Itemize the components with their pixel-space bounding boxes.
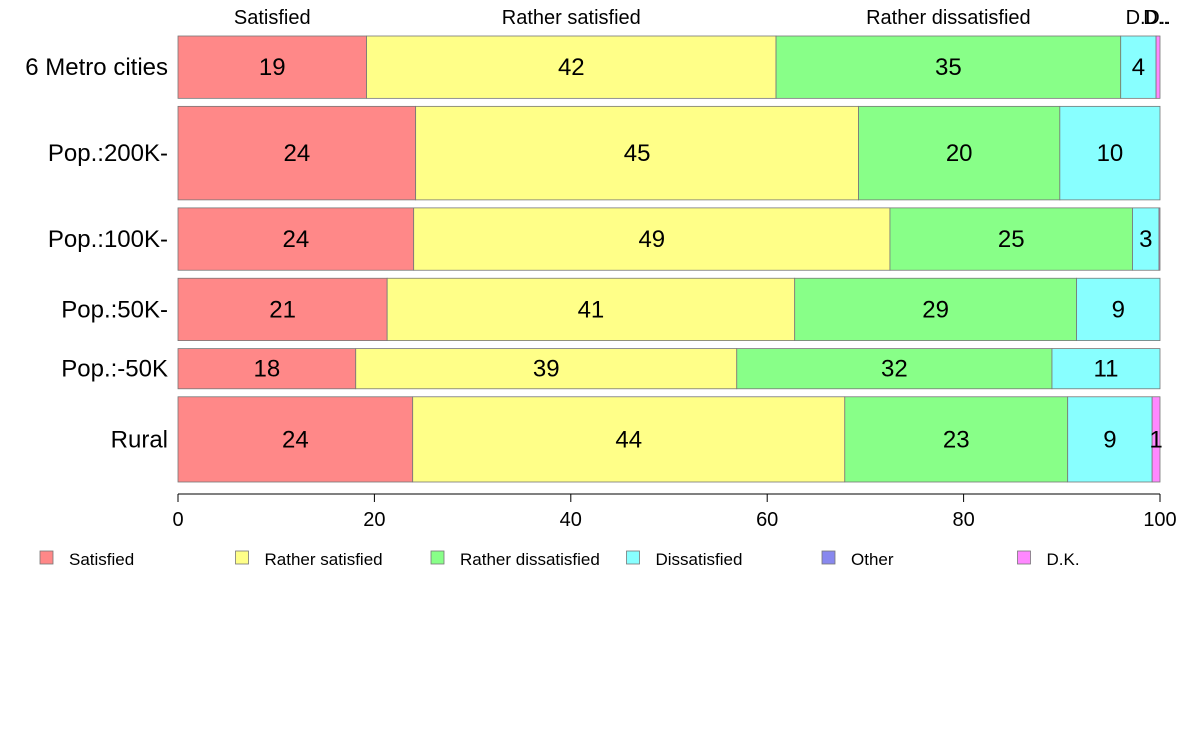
x-tick-label: 80 bbox=[952, 509, 974, 531]
data-label: 9 bbox=[1112, 296, 1125, 323]
bar-segment bbox=[1067, 396, 1153, 483]
bar-segment bbox=[889, 207, 1133, 271]
data-label: 24 bbox=[282, 226, 309, 253]
legend-swatch bbox=[1017, 550, 1031, 565]
legend-label: Dissatisfied bbox=[656, 550, 743, 569]
data-label: 3 bbox=[1139, 226, 1152, 253]
x-tick-label: 100 bbox=[1143, 509, 1176, 531]
data-label: 10 bbox=[1097, 140, 1124, 167]
y-tick-label: Pop.:-50K bbox=[61, 356, 168, 383]
legend-swatch bbox=[430, 550, 445, 565]
data-label: 20 bbox=[946, 140, 973, 167]
bar-segment bbox=[177, 348, 357, 390]
y-tick-label: Pop.:50K- bbox=[61, 296, 168, 323]
bar-segment bbox=[177, 207, 415, 271]
data-label: 4 bbox=[1132, 54, 1145, 81]
legend-label: Rather dissatisfied bbox=[460, 550, 600, 569]
data-label: 41 bbox=[578, 296, 605, 323]
data-label: 19 bbox=[259, 54, 286, 81]
x-tick-label: 20 bbox=[363, 509, 385, 531]
bar-segment bbox=[1151, 396, 1161, 483]
legend-swatch bbox=[821, 550, 836, 565]
bar-segment bbox=[1059, 105, 1161, 201]
y-tick-label: Rural bbox=[111, 426, 168, 453]
bar-segment bbox=[1155, 35, 1161, 99]
legend-label: D.K. bbox=[1047, 550, 1080, 569]
bar-segment bbox=[355, 348, 738, 390]
bar-segment bbox=[412, 396, 846, 483]
data-label: 1 bbox=[1149, 426, 1162, 453]
y-tick-label: Pop.:200K- bbox=[48, 140, 168, 167]
top-label: D.. bbox=[1126, 7, 1152, 29]
x-tick-label: 0 bbox=[172, 509, 183, 531]
data-label: 18 bbox=[254, 356, 281, 383]
legend-label: Rather satisfied bbox=[265, 550, 383, 569]
data-label: 24 bbox=[283, 140, 310, 167]
data-label: 29 bbox=[922, 296, 949, 323]
bar-segment bbox=[794, 277, 1077, 341]
data-label: 25 bbox=[998, 226, 1025, 253]
bar-segment bbox=[415, 105, 859, 201]
y-axis-labels: 6 Metro cities Pop.:200K- Pop.:100K- Pop.:5… bbox=[25, 54, 168, 453]
legend-swatch bbox=[39, 550, 54, 565]
bar-segment bbox=[1132, 207, 1160, 271]
y-tick-label: Pop.:100K- bbox=[48, 226, 168, 253]
legend-swatch bbox=[626, 550, 640, 565]
data-label: 23 bbox=[943, 426, 970, 453]
bar-segment bbox=[177, 277, 388, 341]
top-label: Rather satisfied bbox=[502, 7, 641, 29]
data-label: 11 bbox=[1094, 356, 1119, 383]
top-label: D.. bbox=[1145, 7, 1171, 29]
bar-segment bbox=[736, 348, 1053, 390]
legend: Satisfied Rather satisfied Rather dissatis… bbox=[39, 550, 1080, 569]
bar-segment bbox=[1076, 277, 1161, 341]
data-label: 24 bbox=[282, 426, 309, 453]
bar-segment bbox=[844, 396, 1069, 483]
data-label: 32 bbox=[881, 356, 908, 383]
bar-segment bbox=[177, 105, 417, 201]
bar-segment bbox=[386, 277, 796, 341]
data-label: 35 bbox=[935, 54, 962, 81]
x-axis: 0 20 40 60 80 100 bbox=[172, 493, 1177, 531]
legend-label: Satisfied bbox=[69, 550, 134, 569]
x-tick-label: 60 bbox=[756, 509, 778, 531]
bar-segment bbox=[413, 207, 891, 271]
bar-segment bbox=[177, 396, 414, 483]
x-tick-label: 40 bbox=[560, 509, 582, 531]
data-label: 45 bbox=[624, 140, 651, 167]
legend-label: Other bbox=[851, 550, 894, 569]
data-label: 44 bbox=[615, 426, 642, 453]
bar-segment bbox=[177, 35, 367, 99]
legend-swatch bbox=[235, 550, 249, 565]
y-tick-label: 6 Metro cities bbox=[25, 54, 168, 81]
bar-segment bbox=[1051, 348, 1161, 390]
data-label: 9 bbox=[1103, 426, 1116, 453]
bar-segment bbox=[858, 105, 1061, 201]
data-label: 21 bbox=[269, 296, 296, 323]
bar-segment bbox=[775, 35, 1122, 99]
data-label: 42 bbox=[558, 54, 585, 81]
top-label: Satisfied bbox=[234, 7, 311, 29]
top-label: Rather dissatisfied bbox=[866, 7, 1031, 29]
data-label: 49 bbox=[638, 226, 665, 253]
bar-segment bbox=[1120, 35, 1157, 99]
top-label: D.. bbox=[1143, 7, 1169, 29]
data-label: 39 bbox=[533, 356, 560, 383]
top-column-labels: Satisfied Rather satisfied Rather dissatis… bbox=[234, 7, 1171, 29]
bar-segment bbox=[1158, 207, 1161, 271]
